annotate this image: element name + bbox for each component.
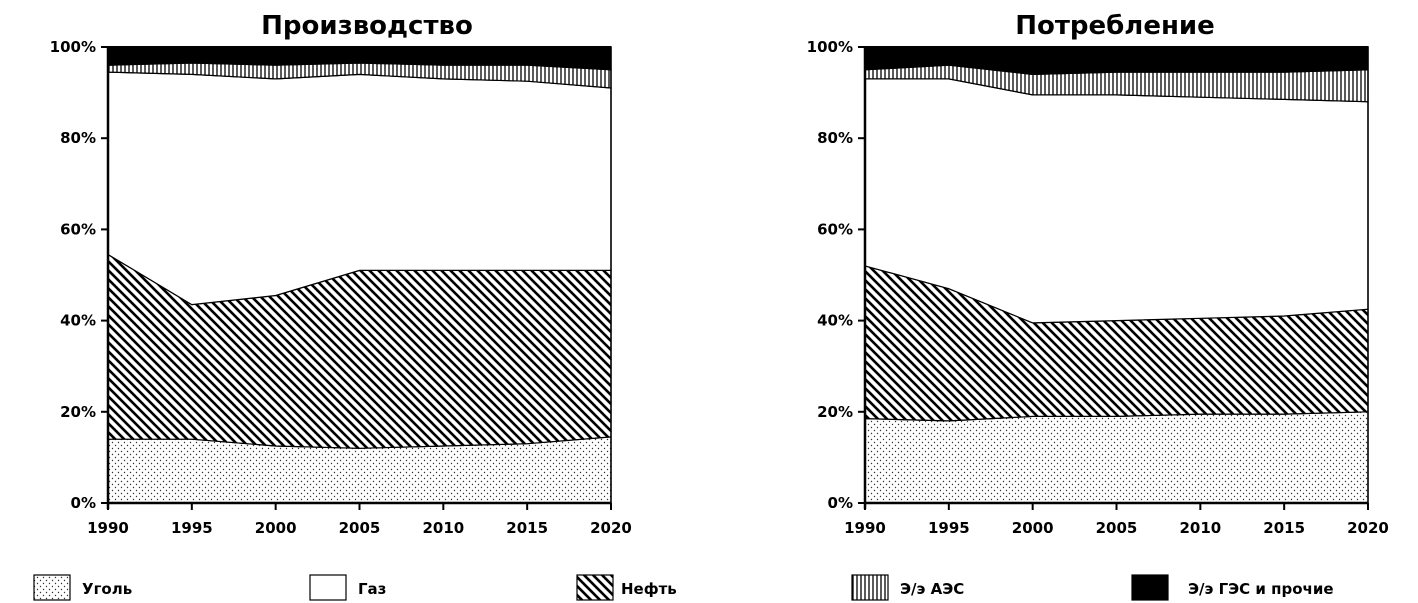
production-plot-area: 0% 20% 40% 60% 80% 100% 1990 1995 2000 2005 2010 20…: [50, 38, 632, 537]
production-x-tick-label: 2010: [422, 519, 464, 537]
legend-swatch-coal: [33, 574, 71, 601]
production-x-tick-label: 2005: [339, 519, 381, 537]
consumption-x-tick-label: 1990: [844, 519, 886, 537]
consumption-x-tick-label: 2015: [1263, 519, 1305, 537]
legend-swatch-oil: [576, 574, 614, 601]
consumption-y-tick-label: 100%: [807, 38, 853, 56]
production-x-tick-label: 2020: [590, 519, 632, 537]
consumption-x-tick-label: 2010: [1179, 519, 1221, 537]
consumption-plot-area: 0% 20% 40% 60% 80% 100% 1990 1995 2000 2005 2010 20…: [807, 38, 1389, 537]
consumption-x-tick-label: 1995: [928, 519, 970, 537]
legend-label-gas: Газ: [358, 580, 386, 598]
legend-swatch-nuclear: [851, 574, 889, 601]
consumption-area-coal: [864, 411, 1369, 504]
production-x-tick-label: 2000: [255, 519, 297, 537]
production-y-tick-label: 60%: [60, 220, 96, 238]
consumption-x-tick-label: 2000: [1012, 519, 1054, 537]
production-chart: Производство 0% 20% 40% 60% 80% 100% 1990 1995 2…: [50, 11, 632, 537]
consumption-y-tick-label: 80%: [817, 129, 853, 147]
consumption-area-gas: [864, 78, 1369, 324]
legend-item-oil: Нефть: [576, 574, 677, 601]
production-area-gas: [107, 71, 612, 306]
production-x-tick-label: 1990: [87, 519, 129, 537]
consumption-x-tick-label: 2020: [1347, 519, 1389, 537]
production-chart-title: Производство: [261, 11, 473, 41]
legend-item-nuclear: Э/э АЭС: [851, 574, 964, 601]
production-y-tick-label: 0%: [71, 494, 96, 512]
legend-label-coal: Уголь: [82, 580, 132, 598]
consumption-chart: Потребление 0% 20% 40% 60% 80% 100% 1990 1995 20…: [807, 11, 1389, 537]
production-y-tick-label: 80%: [60, 129, 96, 147]
legend-swatch-gas: [309, 574, 347, 601]
production-x-tick-label: 1995: [171, 519, 213, 537]
legend-label-nuclear: Э/э АЭС: [900, 580, 964, 598]
consumption-y-tick-label: 0%: [828, 494, 853, 512]
production-y-tick-label: 100%: [50, 38, 96, 56]
legend-item-gas: Газ: [309, 574, 386, 601]
legend-label-oil: Нефть: [621, 580, 677, 598]
legend: Уголь Газ Нефть Э/э АЭС Э/э ГЭС и прочие: [33, 574, 1334, 601]
legend-label-hydro-other: Э/э ГЭС и прочие: [1188, 580, 1334, 598]
legend-swatch-hydro-other: [1131, 574, 1169, 601]
consumption-y-tick-label: 20%: [817, 403, 853, 421]
legend-item-hydro-other: Э/э ГЭС и прочие: [1131, 574, 1334, 601]
production-x-tick-label: 2015: [506, 519, 548, 537]
consumption-x-tick-label: 2005: [1096, 519, 1138, 537]
consumption-y-tick-label: 40%: [817, 312, 853, 330]
consumption-chart-title: Потребление: [1015, 11, 1215, 41]
consumption-y-tick-label: 60%: [817, 220, 853, 238]
production-y-tick-label: 40%: [60, 312, 96, 330]
legend-item-coal: Уголь: [33, 574, 132, 601]
production-y-tick-label: 20%: [60, 403, 96, 421]
